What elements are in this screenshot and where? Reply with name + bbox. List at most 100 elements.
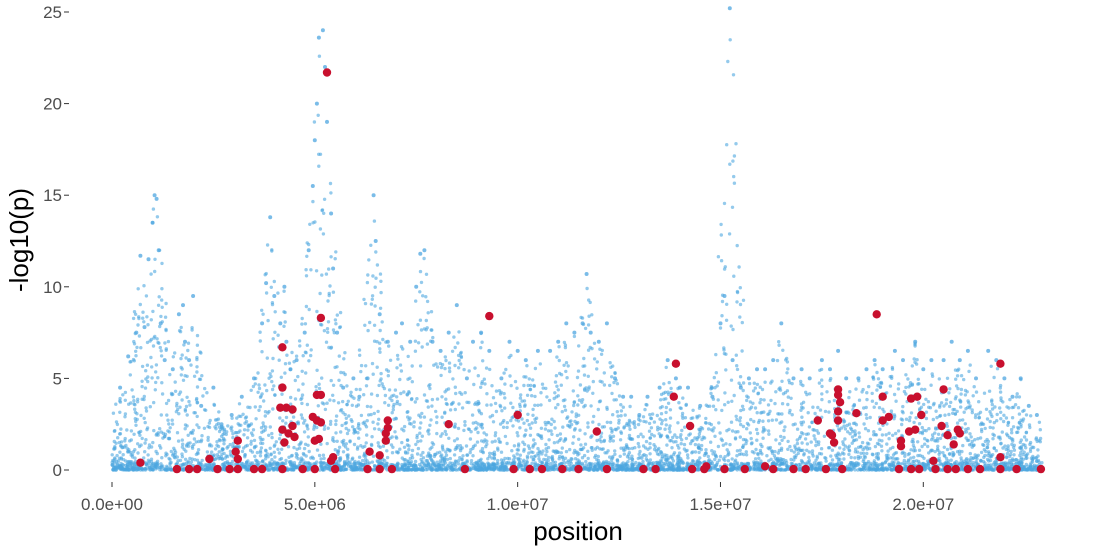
background-point	[185, 413, 189, 417]
background-point	[479, 457, 483, 461]
background-point	[457, 402, 461, 406]
background-point	[874, 433, 879, 437]
background-point	[287, 361, 292, 365]
background-point	[954, 377, 958, 381]
background-point	[665, 453, 669, 458]
background-point	[218, 438, 222, 443]
background-point	[1003, 444, 1007, 448]
background-point	[377, 417, 381, 421]
background-point	[261, 312, 265, 316]
background-point	[124, 443, 128, 448]
background-point	[1024, 413, 1029, 417]
background-point	[962, 410, 966, 414]
background-point	[318, 227, 323, 231]
background-point	[865, 441, 870, 445]
background-point	[675, 435, 679, 440]
background-point	[582, 453, 587, 458]
background-point	[492, 456, 496, 460]
background-point	[827, 410, 831, 414]
background-point	[475, 426, 479, 430]
background-point	[166, 398, 171, 403]
background-point	[371, 274, 375, 278]
background-point	[856, 456, 861, 461]
background-point	[536, 432, 540, 437]
background-point	[556, 402, 560, 407]
background-point	[183, 423, 188, 427]
background-point	[149, 355, 153, 360]
background-point	[149, 272, 153, 276]
background-point	[509, 353, 513, 358]
background-point	[556, 388, 560, 392]
background-point	[422, 256, 426, 261]
background-point	[518, 402, 522, 406]
background-point	[453, 345, 457, 350]
background-point	[335, 439, 339, 443]
background-point	[735, 367, 740, 372]
background-point	[326, 330, 330, 334]
background-point	[516, 448, 521, 452]
background-point	[602, 439, 606, 444]
background-point	[579, 315, 583, 320]
background-point	[949, 458, 953, 462]
background-point	[350, 403, 354, 407]
background-point	[903, 454, 907, 458]
background-point	[716, 398, 720, 402]
background-point	[885, 422, 889, 426]
background-point	[299, 440, 303, 444]
background-point	[159, 314, 163, 319]
background-point	[317, 386, 322, 391]
background-point	[1005, 432, 1009, 436]
background-point	[277, 437, 282, 441]
background-point	[485, 403, 489, 407]
background-point	[678, 406, 682, 410]
background-point	[957, 452, 962, 456]
background-point	[608, 420, 613, 425]
background-point	[136, 442, 140, 446]
background-point	[555, 433, 560, 438]
background-point	[448, 408, 453, 412]
background-point	[809, 440, 813, 444]
background-point	[458, 444, 463, 448]
background-point	[448, 456, 452, 461]
background-point	[215, 423, 219, 427]
background-point	[324, 272, 329, 276]
background-point	[553, 426, 557, 430]
background-point	[575, 375, 580, 380]
background-point	[350, 419, 354, 424]
background-point	[977, 416, 981, 420]
background-point	[964, 430, 969, 434]
background-point	[829, 454, 833, 458]
background-point	[884, 433, 888, 437]
background-point	[731, 159, 735, 163]
background-point	[955, 421, 960, 425]
background-point	[971, 394, 975, 398]
background-point	[112, 439, 117, 444]
background-point	[237, 402, 242, 406]
background-point	[479, 346, 483, 350]
background-point	[374, 276, 378, 280]
background-point	[658, 426, 662, 431]
background-point	[513, 379, 518, 384]
background-point	[424, 318, 428, 323]
background-point	[745, 427, 749, 431]
background-point	[551, 449, 555, 453]
background-point	[942, 453, 946, 458]
background-point	[544, 453, 548, 457]
background-point	[164, 451, 168, 455]
background-point	[179, 373, 183, 377]
background-point	[865, 391, 869, 395]
background-point	[649, 426, 654, 430]
background-point	[720, 408, 724, 413]
background-point	[342, 443, 346, 447]
background-point	[276, 291, 280, 295]
background-point	[740, 349, 744, 353]
background-point	[425, 299, 430, 304]
background-point	[911, 437, 915, 442]
background-point	[1012, 448, 1017, 452]
background-point	[418, 290, 422, 294]
background-point	[421, 456, 426, 460]
background-point	[849, 455, 853, 460]
background-point	[413, 339, 418, 343]
background-point	[557, 345, 561, 349]
background-point	[598, 438, 602, 442]
